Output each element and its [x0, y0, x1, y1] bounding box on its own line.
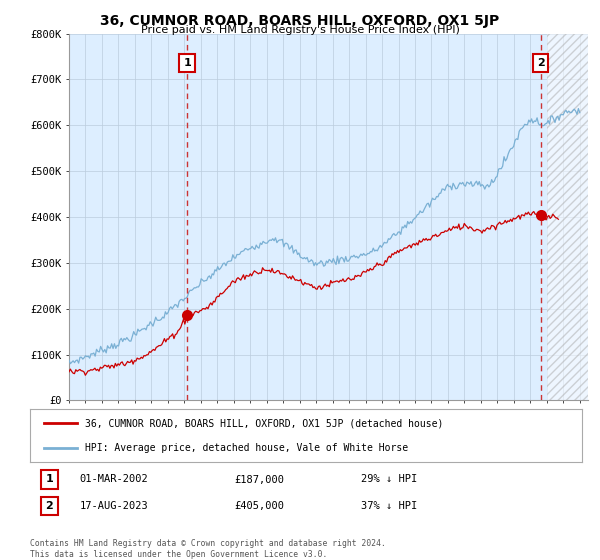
Text: 17-AUG-2023: 17-AUG-2023 [80, 501, 148, 511]
Text: 36, CUMNOR ROAD, BOARS HILL, OXFORD, OX1 5JP (detached house): 36, CUMNOR ROAD, BOARS HILL, OXFORD, OX1… [85, 418, 443, 428]
Text: £405,000: £405,000 [234, 501, 284, 511]
Text: Price paid vs. HM Land Registry's House Price Index (HPI): Price paid vs. HM Land Registry's House … [140, 25, 460, 35]
Text: 2: 2 [46, 501, 53, 511]
Text: 1: 1 [183, 58, 191, 68]
Text: Contains HM Land Registry data © Crown copyright and database right 2024.
This d: Contains HM Land Registry data © Crown c… [30, 539, 386, 559]
Bar [547, 34, 588, 400]
Text: 01-MAR-2002: 01-MAR-2002 [80, 474, 148, 484]
Text: 1: 1 [46, 474, 53, 484]
Text: 29% ↓ HPI: 29% ↓ HPI [361, 474, 418, 484]
Text: 36, CUMNOR ROAD, BOARS HILL, OXFORD, OX1 5JP: 36, CUMNOR ROAD, BOARS HILL, OXFORD, OX1… [100, 14, 500, 28]
Text: 2: 2 [537, 58, 545, 68]
Text: HPI: Average price, detached house, Vale of White Horse: HPI: Average price, detached house, Vale… [85, 442, 409, 452]
Text: 37% ↓ HPI: 37% ↓ HPI [361, 501, 418, 511]
Bar [547, 34, 588, 400]
Text: £187,000: £187,000 [234, 474, 284, 484]
